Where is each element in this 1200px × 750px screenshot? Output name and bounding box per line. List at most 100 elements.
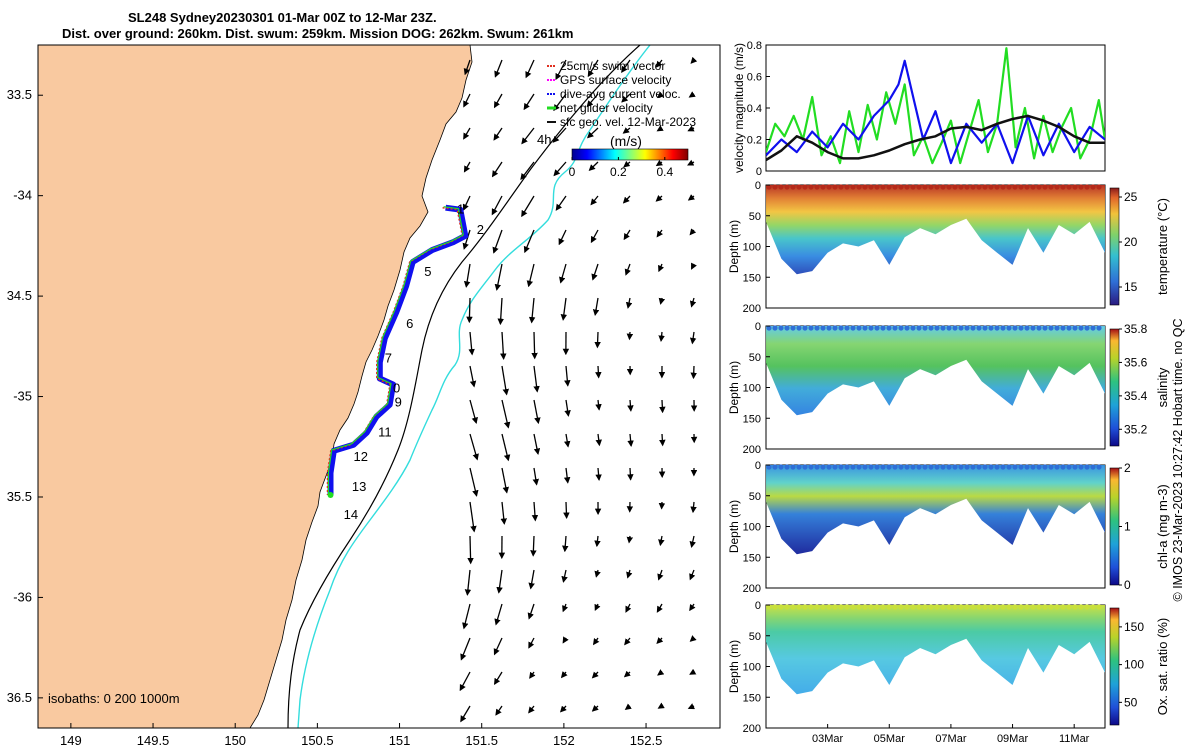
day-marker: 12 — [354, 449, 368, 464]
velocity-arrow — [656, 637, 664, 645]
surface-sample — [814, 464, 820, 470]
surface-sample — [856, 325, 862, 331]
surface-sample — [778, 604, 784, 610]
surface-sample — [892, 604, 898, 610]
surface-sample — [1012, 604, 1018, 610]
velocity-arrow — [627, 467, 634, 481]
velocity-arrow — [689, 668, 697, 675]
velocity-arrow — [529, 671, 536, 679]
velocity-arrow — [689, 635, 697, 642]
surface-sample — [976, 464, 982, 470]
velocity-panel: 0 0.2 0.4 0.6 0.8 velocity magnitude (m/s) — [732, 40, 1106, 178]
velocity-arrow — [501, 433, 511, 462]
surface-sample — [910, 604, 916, 610]
surface-sample — [784, 184, 790, 190]
colorbar-label: chl-a (mg m-3) — [1155, 484, 1170, 569]
depth-axis-label: Depth (m) — [727, 640, 741, 693]
velocity-arrow — [689, 603, 696, 612]
velocity-arrow — [469, 467, 479, 497]
surface-sample — [802, 184, 808, 190]
velocity-arrow — [690, 56, 698, 64]
surface-sample — [976, 325, 982, 331]
velocity-arrow — [687, 703, 695, 710]
colorbar-tick-label: 35.8 — [1124, 322, 1148, 336]
surface-sample — [808, 325, 814, 331]
surface-sample — [1048, 464, 1054, 470]
velocity-arrow — [622, 127, 631, 134]
velocity-arrow — [533, 433, 541, 455]
surface-sample — [1054, 325, 1060, 331]
surface-sample — [820, 604, 826, 610]
velocity-arrow — [493, 127, 503, 141]
surface-sample — [772, 464, 778, 470]
velocity-arrow — [496, 569, 503, 594]
velocity-arrow — [626, 331, 634, 341]
surface-sample — [946, 604, 952, 610]
velocity-arrow — [656, 603, 663, 613]
surface-sample — [856, 604, 862, 610]
depth-tick-label: 200 — [743, 723, 761, 735]
surface-sample — [964, 184, 970, 190]
surface-sample — [898, 464, 904, 470]
surface-sample — [850, 325, 856, 331]
colorbar-tick-label: 100 — [1124, 658, 1144, 672]
surface-sample — [1030, 464, 1036, 470]
velocity-arrow — [469, 433, 479, 461]
surface-sample — [1084, 464, 1090, 470]
surface-sample — [856, 464, 862, 470]
surface-sample — [826, 184, 832, 190]
surface-sample — [826, 604, 832, 610]
surface-sample — [1066, 604, 1072, 610]
surface-sample — [832, 325, 838, 331]
velocity-arrow — [562, 636, 569, 644]
surface-sample — [994, 184, 1000, 190]
map-y-tick-label: -36 — [13, 589, 32, 604]
colorbar-tick-label: 0 — [1124, 578, 1131, 592]
surface-sample — [898, 604, 904, 610]
velocity-arrow — [624, 703, 632, 710]
velocity-arrows — [459, 56, 698, 723]
velocity-arrow — [492, 229, 503, 254]
velocity-arrow — [494, 603, 503, 626]
velocity-ylabel: velocity magnitude (m/s) — [732, 43, 746, 173]
velocity-arrow — [561, 569, 568, 583]
surface-sample — [832, 604, 838, 610]
surface-sample — [1042, 464, 1048, 470]
day-marker: 11 — [378, 425, 392, 440]
surface-sample — [1072, 464, 1078, 470]
surface-sample — [844, 464, 850, 470]
velocity-arrow — [689, 535, 696, 549]
velocity-series-line — [766, 114, 1105, 162]
surface-sample — [868, 464, 874, 470]
velocity-arrow — [623, 160, 631, 168]
map-x-tick-label: 149.5 — [137, 733, 170, 748]
surface-sample — [892, 184, 898, 190]
map-x-tick-label: 152.5 — [630, 733, 663, 748]
surface-sample — [868, 604, 874, 610]
surface-sample — [928, 184, 934, 190]
map-legend: 25cm/s swim vector GPS surface velocity … — [537, 59, 696, 179]
velocity-arrow — [657, 669, 665, 676]
colorbar-tick-label: 35.6 — [1124, 355, 1148, 369]
velocity-arrow — [463, 161, 471, 173]
section-colorbar — [1109, 187, 1120, 306]
surface-sample — [958, 464, 964, 470]
surface-sample — [964, 604, 970, 610]
surface-sample — [766, 325, 772, 331]
velocity-arrow — [687, 159, 695, 166]
velocity-arrow — [624, 263, 631, 276]
surface-sample — [778, 325, 784, 331]
surface-sample — [934, 325, 940, 331]
surface-sample — [994, 325, 1000, 331]
surface-sample — [1096, 464, 1102, 470]
surface-sample — [970, 604, 976, 610]
velocity-arrow — [500, 331, 507, 360]
velocity-arrow — [658, 263, 665, 273]
surface-sample — [1024, 184, 1030, 190]
legend-entry: sfc geo. vel. 12-Mar-2023 — [560, 115, 696, 129]
surface-sample — [982, 184, 988, 190]
surface-sample — [850, 604, 856, 610]
section-data-area — [766, 465, 1105, 555]
